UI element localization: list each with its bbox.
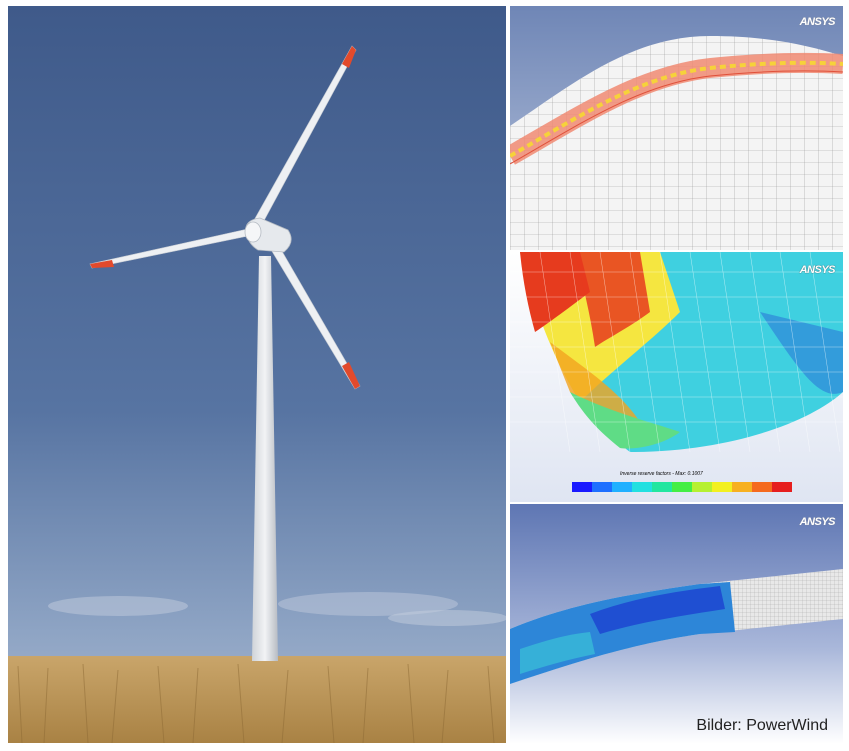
blade-surface-mesh — [510, 36, 843, 250]
rotor — [89, 45, 361, 390]
color-legend — [572, 482, 792, 492]
tower — [252, 256, 278, 661]
cloud — [48, 596, 188, 616]
ansys-logo: ANSYS — [799, 264, 836, 276]
blade-tip-upper — [342, 46, 356, 68]
spar-cap-center — [510, 60, 843, 158]
spar-cap-edge — [510, 70, 843, 165]
cloud — [278, 592, 458, 616]
reserve-factor-panel: ANSYS Inverse reserve factors - Max: 0.1… — [510, 252, 843, 502]
ansys-logo: ANSYS — [799, 16, 836, 28]
blade-mesh-panel: ANSYS — [510, 6, 843, 250]
stress-zone-light — [520, 632, 595, 674]
reserve-factor-render — [510, 252, 843, 502]
blade-tip-left — [90, 260, 114, 268]
wind-turbine-photo — [8, 6, 506, 743]
wind-turbine-illustration — [8, 6, 506, 743]
blade-tip-lower — [342, 362, 360, 389]
blade-stress-render — [510, 504, 843, 744]
cloud — [388, 610, 506, 626]
ansys-logo: ANSYS — [799, 516, 836, 528]
element-grid — [510, 252, 843, 453]
image-credit: Bilder: PowerWind — [696, 717, 828, 734]
wheat-field — [8, 656, 506, 743]
zone-orange — [550, 342, 640, 423]
hub — [244, 221, 262, 243]
blade-stress-panel: ANSYS — [510, 504, 843, 744]
legend-title: Inverse reserve factors - Max: 0.1007 — [620, 471, 703, 477]
field-texture — [17, 663, 495, 743]
blade-mesh-render — [510, 6, 843, 250]
zone-red-right — [575, 252, 650, 347]
stress-zone-dark — [590, 586, 725, 634]
